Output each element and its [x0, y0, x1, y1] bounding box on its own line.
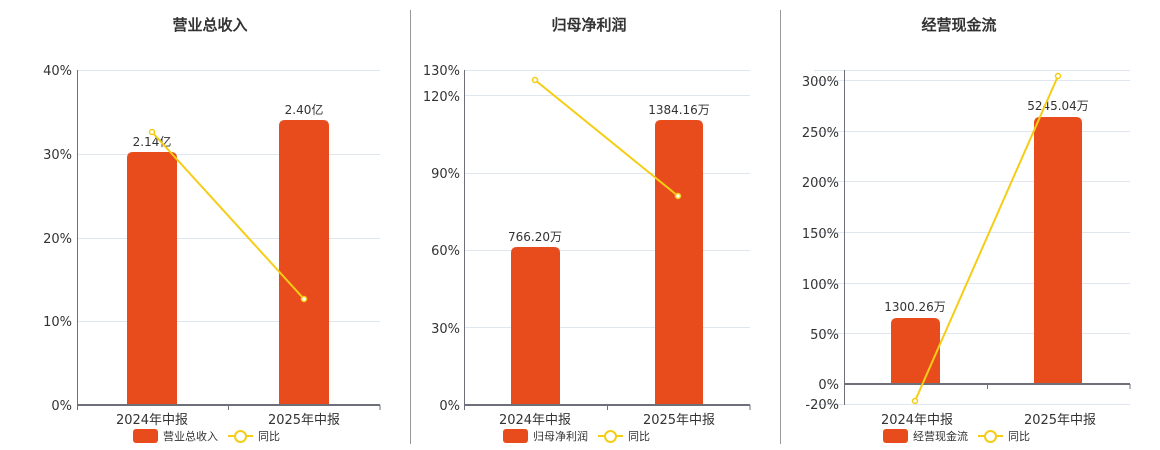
y-axis-labels: 40% 30% 20% 10% 0% — [43, 64, 72, 414]
x-axis-labels: 2024年中报 2025年中报 — [116, 413, 340, 428]
bar-2025[interactable] — [655, 120, 703, 405]
svg-text:2024年中报: 2024年中报 — [881, 413, 953, 428]
svg-text:2025年中报: 2025年中报 — [268, 413, 340, 428]
chart-net-profit-plot: 130% 120% 90% 60% 30% 0% 766.20万 1384.16… — [423, 64, 751, 428]
chart-title: 归母净利润 — [551, 16, 627, 34]
svg-text:2025年中报: 2025年中报 — [643, 413, 715, 428]
chart-title: 经营现金流 — [921, 16, 997, 34]
legend-bar-label[interactable]: 经营现金流 — [913, 430, 968, 443]
chart-title: 营业总收入 — [172, 16, 248, 34]
legend-bar-swatch[interactable] — [883, 429, 908, 443]
grid-lines — [814, 70, 1130, 405]
legend-bar-label[interactable]: 营业总收入 — [163, 430, 218, 443]
grid-lines — [77, 70, 380, 322]
legend-line-swatch[interactable] — [598, 429, 623, 443]
svg-text:90%: 90% — [431, 167, 460, 182]
legend-line-label[interactable]: 同比 — [628, 430, 650, 443]
svg-text:30%: 30% — [431, 322, 460, 337]
svg-text:5245.04万: 5245.04万 — [1027, 99, 1089, 113]
chart-legend: 经营现金流 同比 — [883, 428, 1030, 444]
bar-2024[interactable] — [511, 247, 560, 405]
svg-text:2025年中报: 2025年中报 — [1024, 413, 1096, 428]
svg-text:1384.16万: 1384.16万 — [648, 103, 710, 117]
yoy-line[interactable] — [531, 76, 682, 200]
chart-panel-revenue: 营业总收入 40% 30% 20% 10% 0% 2.14亿 2.40亿 — [0, 0, 410, 450]
svg-text:300%: 300% — [802, 75, 839, 90]
svg-text:2024年中报: 2024年中报 — [499, 413, 571, 428]
svg-text:40%: 40% — [43, 64, 72, 79]
bar-labels: 2.14亿 2.40亿 — [133, 102, 324, 149]
legend-line-label[interactable]: 同比 — [1008, 430, 1030, 443]
svg-text:150%: 150% — [802, 227, 839, 242]
panel-divider — [780, 10, 781, 444]
chart-cash-flow-plot: 300% 250% 200% 150% 100% 50% 0% -20% 130… — [802, 70, 1131, 428]
chart-legend: 营业总收入 同比 — [133, 428, 280, 444]
legend-line-swatch[interactable] — [228, 429, 253, 443]
svg-text:130%: 130% — [423, 64, 460, 79]
chart-legend: 归母净利润 同比 — [503, 428, 650, 444]
legend-line-label[interactable]: 同比 — [258, 430, 280, 443]
svg-text:0%: 0% — [439, 399, 460, 414]
bar-2024[interactable] — [891, 318, 940, 384]
yoy-line[interactable] — [148, 128, 308, 303]
svg-text:120%: 120% — [423, 90, 460, 105]
y-axis-labels: 130% 120% 90% 60% 30% 0% — [423, 64, 460, 414]
chart-revenue-plot: 40% 30% 20% 10% 0% 2.14亿 2.40亿 2024年中报 2… — [43, 64, 381, 428]
bar-2024[interactable] — [127, 152, 177, 405]
svg-text:766.20万: 766.20万 — [508, 230, 562, 244]
y-axis-labels: 300% 250% 200% 150% 100% 50% 0% -20% — [802, 75, 839, 413]
svg-text:60%: 60% — [431, 244, 460, 259]
svg-text:250%: 250% — [802, 126, 839, 141]
svg-text:-20%: -20% — [805, 398, 839, 413]
x-axis-labels: 2024年中报 2025年中报 — [881, 413, 1096, 428]
legend-line-swatch[interactable] — [978, 429, 1003, 443]
svg-text:30%: 30% — [43, 148, 72, 163]
svg-text:2.40亿: 2.40亿 — [285, 102, 324, 117]
legend-bar-swatch[interactable] — [503, 429, 528, 443]
svg-text:50%: 50% — [810, 328, 839, 343]
svg-text:0%: 0% — [818, 378, 839, 393]
svg-text:100%: 100% — [802, 278, 839, 293]
chart-panel-net-profit: 归母净利润 130% 120% 90% 60% 30% 0% 766.20万 1… — [411, 0, 780, 450]
chart-panel-cash-flow: 经营现金流 300% 250% 200% 150% 100% 50% 0% -2… — [781, 0, 1160, 450]
legend-bar-swatch[interactable] — [133, 429, 158, 443]
svg-text:0%: 0% — [51, 399, 72, 414]
panel-divider — [410, 10, 411, 444]
svg-text:2.14亿: 2.14亿 — [133, 134, 172, 149]
legend-bar-label[interactable]: 归母净利润 — [533, 430, 588, 443]
svg-text:2024年中报: 2024年中报 — [116, 413, 188, 428]
x-axis-labels: 2024年中报 2025年中报 — [499, 413, 715, 428]
svg-text:20%: 20% — [43, 232, 72, 247]
bar-2025[interactable] — [1034, 117, 1082, 384]
svg-text:10%: 10% — [43, 315, 72, 330]
yoy-line[interactable] — [911, 72, 1062, 405]
bar-labels: 766.20万 1384.16万 — [508, 103, 710, 244]
bar-2025[interactable] — [279, 120, 329, 405]
svg-text:1300.26万: 1300.26万 — [884, 300, 946, 314]
svg-text:200%: 200% — [802, 176, 839, 191]
